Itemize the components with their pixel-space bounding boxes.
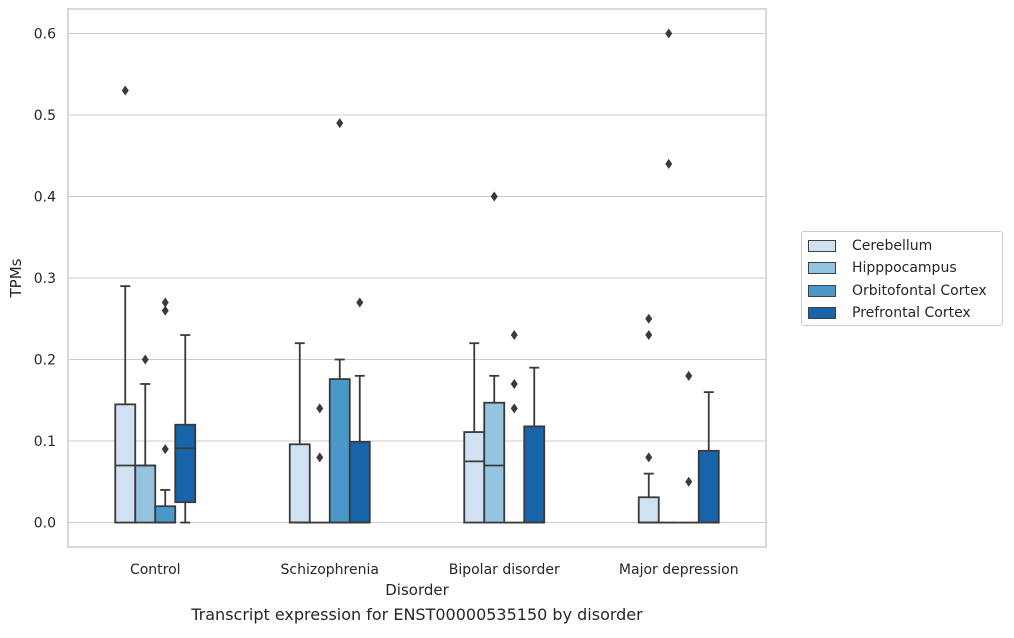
- legend-label: Orbitofontal Cortex: [852, 283, 987, 299]
- legend-label: Cerebellum: [852, 238, 933, 254]
- outlier-point: [121, 85, 129, 96]
- legend-swatch-prefrontal-cortex: [808, 307, 836, 319]
- y-tick-label: 0.6: [34, 26, 56, 42]
- box: [154, 505, 177, 524]
- legend-swatch-orbitofrontal-cortex: [808, 285, 836, 297]
- x-tick-label: Bipolar disorder: [449, 562, 560, 578]
- outlier-point: [645, 330, 653, 341]
- outlier-point: [645, 313, 653, 324]
- legend-item-orbitofrontal-cortex: Orbitofontal Cortex: [808, 281, 987, 301]
- legend-label: Prefrontal Cortex: [852, 305, 971, 321]
- outlier-point: [161, 444, 169, 455]
- x-axis-label: Disorder: [385, 581, 449, 599]
- y-tick-label: 0.1: [34, 434, 56, 450]
- box: [174, 423, 197, 504]
- legend-swatch-cerebellum: [808, 240, 836, 252]
- outlier-point: [665, 28, 673, 39]
- figure-caption: Transcript expression for ENST0000053515…: [191, 605, 643, 624]
- y-tick-label: 0.2: [34, 353, 56, 369]
- box: [348, 440, 371, 524]
- outlier-point: [336, 118, 344, 129]
- outlier-point: [356, 297, 364, 308]
- outlier-point: [316, 452, 324, 463]
- outlier-point: [685, 476, 693, 487]
- outlier-point: [645, 452, 653, 463]
- box: [483, 401, 506, 524]
- y-tick-label: 0.5: [34, 108, 56, 124]
- outlier-point: [685, 370, 693, 381]
- legend-swatch-hippocampus: [808, 262, 836, 274]
- y-tick-label: 0.0: [34, 516, 56, 532]
- x-tick-label: Schizophrenia: [281, 562, 379, 578]
- box: [134, 464, 157, 524]
- box: [637, 496, 660, 524]
- legend-item-cerebellum: Cerebellum: [808, 236, 932, 256]
- outlier-point: [316, 403, 324, 414]
- outlier-point: [510, 330, 518, 341]
- outlier-point: [510, 403, 518, 414]
- y-axis-label: TPMs: [7, 258, 25, 298]
- box: [697, 449, 720, 524]
- outlier-point: [161, 305, 169, 316]
- y-tick-label: 0.3: [34, 271, 56, 287]
- outlier-point: [141, 354, 149, 365]
- outlier-point: [490, 191, 498, 202]
- outlier-point: [161, 297, 169, 308]
- box: [288, 443, 311, 524]
- x-tick-label: Control: [130, 562, 181, 578]
- outlier-point: [510, 378, 518, 389]
- box: [114, 403, 137, 524]
- box: [328, 378, 351, 524]
- legend-item-hippocampus: Hipppocampus: [808, 258, 957, 278]
- box: [463, 431, 486, 524]
- legend-item-prefrontal-cortex: Prefrontal Cortex: [808, 303, 971, 323]
- y-tick-label: 0.4: [34, 189, 56, 205]
- plot-frame: [67, 8, 767, 548]
- legend: Cerebellum Hipppocampus Orbitofontal Cor…: [801, 231, 1003, 326]
- box: [523, 425, 546, 524]
- legend-label: Hipppocampus: [852, 260, 957, 276]
- x-tick-label: Major depression: [619, 562, 739, 578]
- outlier-point: [665, 158, 673, 169]
